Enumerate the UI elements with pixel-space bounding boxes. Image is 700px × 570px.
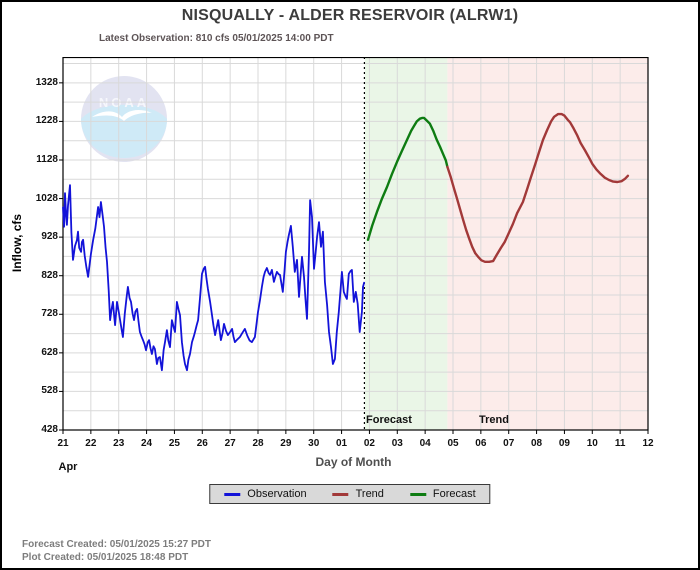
x-tick-label: 25 [168, 438, 180, 449]
x-tick-label: 30 [308, 438, 320, 449]
y-tick-label: 928 [41, 231, 58, 243]
noaa-logo-watermark: NOAA [81, 76, 167, 162]
x-tick-label: 05 [447, 438, 459, 449]
bands-layer [364, 57, 648, 430]
x-tick-label: 27 [224, 438, 236, 449]
y-tick-label: 828 [41, 269, 58, 281]
x-tick-label: 06 [475, 438, 487, 449]
page-title: NISQUALLY - ALDER RESERVOIR (ALRW1) [181, 7, 519, 24]
y-tick-label: 1328 [35, 76, 58, 88]
y-tick-label: 1128 [36, 153, 58, 165]
x-tick-label: 08 [531, 438, 543, 449]
y-tick-label: 728 [41, 308, 58, 320]
forecast-line-swatch [409, 492, 426, 496]
observation-line-swatch [224, 492, 241, 496]
x-tick-label: 23 [113, 438, 125, 449]
plot-area: NOAA [59, 57, 649, 434]
legend-item-forecast: Forecast [409, 488, 476, 500]
legend-label-observation: Observation [247, 488, 307, 500]
x-tick-label: 01 [336, 438, 348, 449]
y-tick-label: 1028 [35, 192, 58, 204]
x-tick-label: 10 [586, 438, 598, 449]
legend-label-forecast: Forecast [432, 488, 476, 500]
band-forecast [364, 57, 448, 430]
x-tick-label: 24 [141, 438, 153, 449]
x-tick-label: 07 [503, 438, 515, 449]
y-tick-label: 428 [41, 424, 58, 435]
legend-label-trend: Trend [355, 488, 384, 500]
band-trend [447, 57, 648, 430]
x-tick-label: 29 [280, 438, 292, 449]
x-tick-label: 22 [85, 438, 97, 449]
series-line-forecast [366, 116, 449, 242]
x-tick-label: 21 [57, 438, 69, 449]
legend-item-observation: Observation [224, 488, 307, 500]
x-tick-label: 02 [363, 438, 375, 449]
x-tick-label: 11 [614, 438, 626, 449]
y-tick-label: 628 [41, 346, 58, 358]
trend-line-swatch [332, 492, 349, 496]
plot-border [62, 57, 649, 431]
x-axis-label: Day of Month [315, 455, 392, 469]
series-layer [62, 112, 630, 372]
y-axis-label: Inflow, cfs [10, 213, 24, 273]
y-tick-label: 528 [41, 385, 58, 397]
trend-region-label: Trend [479, 414, 509, 426]
footer-forecast-created: Forecast Created: 05/01/2025 15:27 PDT [22, 539, 211, 550]
legend: Observation Trend Forecast [209, 484, 491, 504]
x-tick-label: 03 [391, 438, 403, 449]
x-tick-label: 28 [252, 438, 264, 449]
footer-plot-created: Plot Created: 05/01/2025 18:48 PDT [22, 552, 189, 563]
x-tick-label: 04 [419, 438, 431, 449]
forecast-region-label: Forecast [366, 414, 412, 426]
series-line-trend [446, 112, 630, 264]
latest-observation-text: Latest Observation: 810 cfs 05/01/2025 1… [99, 33, 334, 44]
series-line-observation [62, 184, 366, 372]
legend-item-trend: Trend [332, 488, 384, 500]
month-label: Apr [58, 461, 78, 473]
x-tick-label: 26 [196, 438, 208, 449]
grid-layer [59, 57, 649, 434]
x-tick-label: 09 [558, 438, 570, 449]
x-tick-label: 12 [642, 438, 654, 449]
y-tick-label: 1228 [35, 115, 58, 127]
